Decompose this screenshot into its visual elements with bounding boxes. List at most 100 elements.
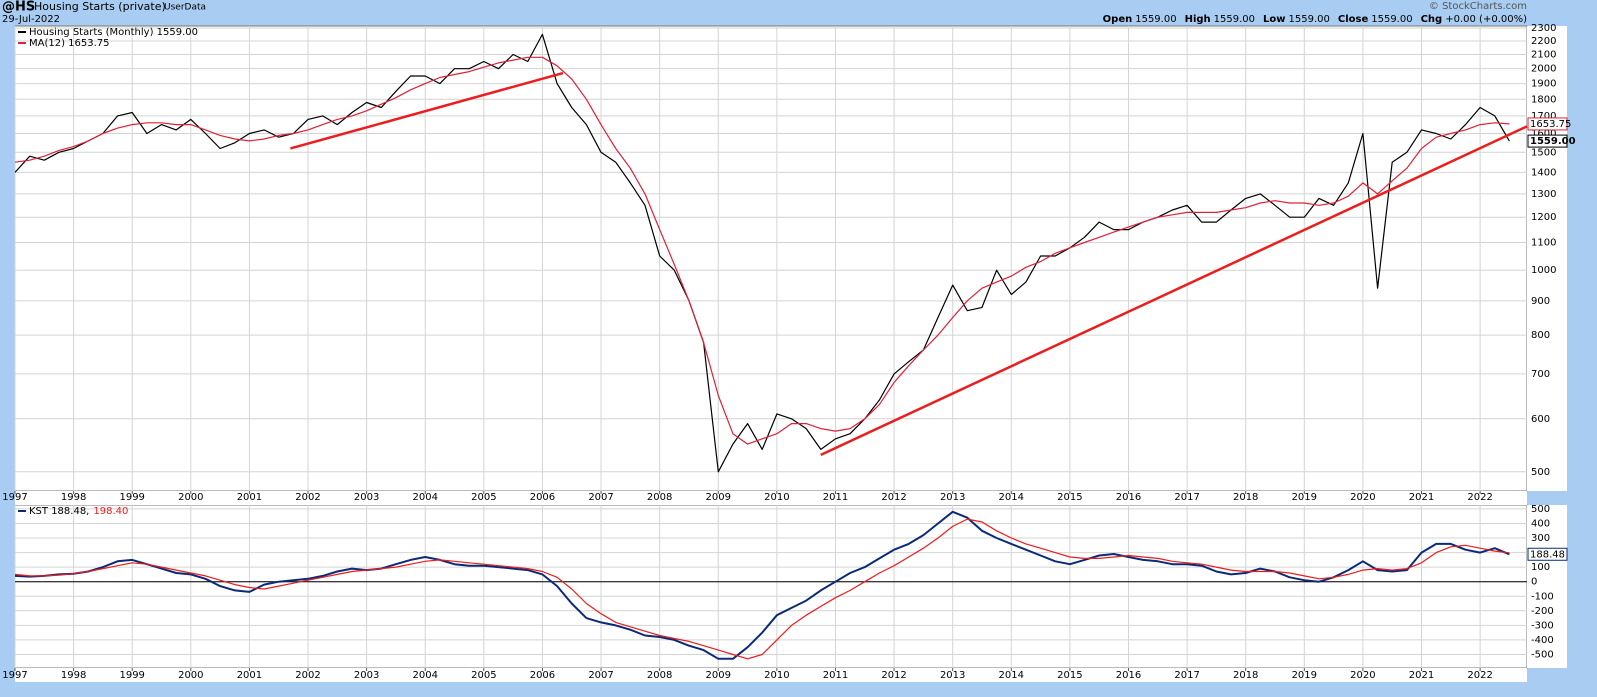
- y-tick-label: 1500: [1531, 147, 1556, 158]
- x-tick-label: 1999: [119, 492, 144, 503]
- legend-entry: KST 188.48,: [29, 506, 89, 517]
- quote-value: 1559.00: [1214, 14, 1255, 25]
- x-tick-label: 2002: [295, 670, 320, 681]
- y-tick-label: 500: [1531, 504, 1550, 515]
- x-tick-label: 2015: [1057, 670, 1082, 681]
- y-tick-label: -100: [1531, 591, 1554, 602]
- y-tick-label: 1900: [1531, 79, 1556, 90]
- x-tick-label: 2012: [881, 492, 906, 503]
- x-tick-label: 2021: [1409, 492, 1434, 503]
- y-tick-label: 1300: [1531, 189, 1556, 200]
- x-tick-label: 2003: [354, 492, 379, 503]
- x-tick-label: 2009: [706, 670, 731, 681]
- last-value-label: 1559.00: [1530, 136, 1576, 147]
- y-tick-label: 300: [1531, 533, 1550, 544]
- legend-entry: 198.40: [93, 506, 128, 517]
- last-value-label: 1653.75: [1530, 119, 1571, 130]
- kst-panel: [14, 504, 1528, 669]
- x-tick-label: 2010: [764, 492, 789, 503]
- x-tick-label: 2018: [1233, 670, 1258, 681]
- x-tick-label: 1997: [2, 670, 27, 681]
- y-tick-label: -400: [1531, 635, 1554, 646]
- x-tick-label: 2007: [588, 670, 613, 681]
- y-tick-label: 400: [1531, 518, 1550, 529]
- y-tick-label: 2000: [1531, 64, 1556, 75]
- kst-axis: [1527, 505, 1567, 668]
- x-tick-label: 2014: [999, 492, 1024, 503]
- trendline: [820, 125, 1528, 456]
- series-title: Housing Starts (private): [34, 0, 166, 13]
- x-tick-label: 2006: [530, 492, 555, 503]
- y-tick-label: 1200: [1531, 212, 1556, 223]
- x-tick-label: 2005: [471, 492, 496, 503]
- x-tick-label: 2011: [823, 492, 848, 503]
- x-tick-label: 2008: [647, 670, 672, 681]
- legend-label: MA(12) 1653.75: [29, 38, 110, 49]
- last-value-label: 188.48: [1530, 549, 1565, 560]
- series-line: [14, 33, 1510, 473]
- source: UserData: [164, 3, 206, 13]
- last-value-box: [1527, 117, 1568, 131]
- x-tick-label: 2013: [940, 492, 965, 503]
- quote-label: Low: [1263, 14, 1285, 25]
- x-tick-label: 2022: [1467, 670, 1492, 681]
- x-tick-label: 2001: [237, 492, 262, 503]
- x-tick-label: 2017: [1174, 492, 1199, 503]
- last-value-box: [1527, 134, 1568, 148]
- y-tick-label: 700: [1531, 369, 1550, 380]
- legend-label: Housing Starts (Monthly) 1559.00: [29, 27, 198, 38]
- y-tick-label: 2300: [1531, 23, 1556, 34]
- x-tick-label: 1998: [61, 670, 86, 681]
- x-axis-band: [15, 491, 1527, 505]
- quote-value: +0.00 (+0.00%): [1445, 14, 1527, 25]
- x-tick-label: 2011: [823, 670, 848, 681]
- y-tick-label: 1700: [1531, 111, 1556, 122]
- y-tick-label: 100: [1531, 562, 1550, 573]
- quote-value: 1559.00: [1289, 14, 1330, 25]
- x-tick-label: 2005: [471, 670, 496, 681]
- series-line: [14, 56, 1510, 445]
- x-tick-label: 2004: [413, 670, 438, 681]
- x-tick-label: 2007: [588, 492, 613, 503]
- x-tick-label: 2016: [1116, 670, 1141, 681]
- y-tick-label: -500: [1531, 649, 1554, 660]
- x-tick-label: 2019: [1292, 670, 1317, 681]
- x-tick-label: 2022: [1467, 492, 1492, 503]
- price-axis: [1527, 26, 1567, 491]
- x-tick-label: 2020: [1350, 492, 1375, 503]
- x-tick-label: 2021: [1409, 670, 1434, 681]
- x-tick-label: 2020: [1350, 670, 1375, 681]
- y-tick-label: -300: [1531, 620, 1554, 631]
- y-tick-label: 900: [1531, 296, 1550, 307]
- x-tick-label: 2019: [1292, 492, 1317, 503]
- y-tick-label: 2200: [1531, 36, 1556, 47]
- x-axis-band: [15, 668, 1527, 682]
- x-tick-label: 2016: [1116, 492, 1141, 503]
- brand: © StockCharts.com: [1429, 1, 1527, 12]
- x-tick-label: 2006: [530, 670, 555, 681]
- x-tick-label: 2004: [413, 492, 438, 503]
- quote: Open 1559.00 High 1559.00 Low 1559.00 Close 155…: [1103, 14, 1527, 25]
- series-line: [14, 518, 1510, 660]
- symbol: @HS: [2, 0, 35, 15]
- x-tick-label: 2012: [881, 670, 906, 681]
- x-tick-label: 2014: [999, 670, 1024, 681]
- quote-label: Close: [1338, 14, 1369, 25]
- x-tick-label: 1999: [119, 670, 144, 681]
- y-tick-label: 1000: [1531, 265, 1556, 276]
- y-tick-label: -200: [1531, 606, 1554, 617]
- x-tick-label: 2015: [1057, 492, 1082, 503]
- y-tick-label: 800: [1531, 330, 1550, 341]
- x-tick-label: 2000: [178, 492, 203, 503]
- x-tick-label: 1997: [2, 492, 27, 503]
- last-value-box: [1527, 547, 1568, 561]
- x-tick-label: 2013: [940, 670, 965, 681]
- y-tick-label: 1100: [1531, 237, 1556, 248]
- x-tick-label: 2000: [178, 670, 203, 681]
- legend-label: KST 188.48, 198.40: [29, 506, 128, 517]
- series-line: [14, 510, 1510, 660]
- y-tick-label: 500: [1531, 467, 1550, 478]
- price-panel: [14, 25, 1528, 492]
